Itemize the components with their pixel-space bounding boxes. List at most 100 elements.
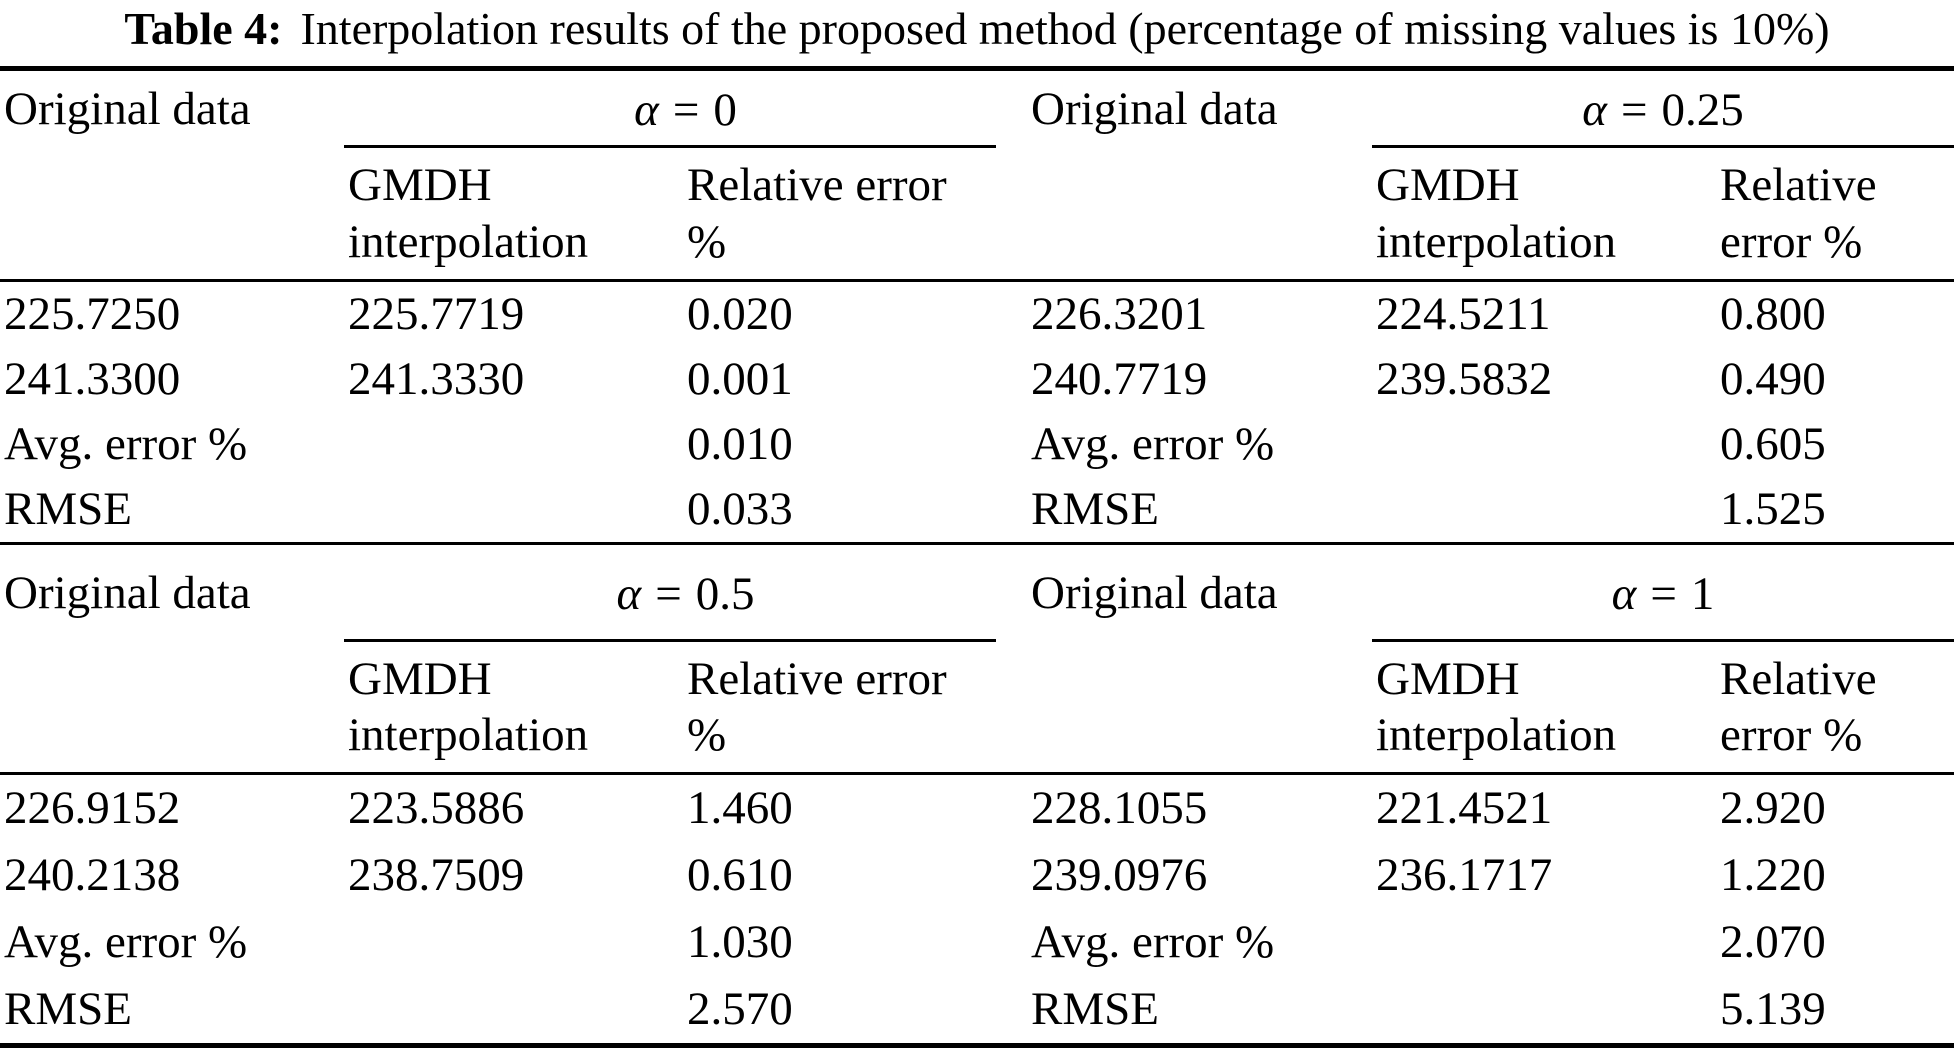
cell-gmdh: 225.7719: [348, 288, 525, 341]
cell-error: 1.220: [1720, 849, 1826, 902]
alpha-relation: =: [1620, 83, 1648, 136]
table-row: Avg. error % 1.030 Avg. error % 2.070: [0, 909, 1954, 976]
error-header-line1: Relative error: [687, 652, 947, 705]
cell-gmdh: 236.1717: [1376, 849, 1553, 902]
alpha-value: 0: [713, 83, 737, 136]
gmdh-header-line1: GMDH: [1376, 652, 1520, 705]
alpha-header: α = 0: [634, 83, 737, 137]
gmdh-column-header: GMDH interpolation: [344, 148, 683, 279]
gmdh-column-header: GMDH interpolation: [1372, 148, 1716, 279]
column-header-row: GMDH interpolation Relative error % GMDH…: [0, 148, 1954, 282]
cell-error: 1.460: [687, 782, 793, 835]
cell-error: 2.070: [1720, 916, 1826, 969]
cell-gmdh: 239.5832: [1376, 353, 1553, 406]
error-header-line2: error %: [1720, 709, 1863, 761]
error-header-line1: Relative error: [687, 159, 947, 212]
gmdh-header-line2: interpolation: [1376, 215, 1617, 268]
empty-header-cell: [1027, 642, 1372, 772]
caption-label: Table 4:: [124, 3, 283, 54]
original-data-header: Original data: [4, 83, 251, 136]
relative-error-column-header: Relative error %: [683, 642, 1027, 772]
gmdh-header-line1: GMDH: [348, 159, 492, 212]
cell-original: 240.2138: [4, 849, 181, 902]
alpha-spanner-05: α = 0.5: [344, 545, 1027, 642]
gmdh-header-line1: GMDH: [1376, 159, 1520, 212]
relative-error-column-header: Relative error %: [1716, 642, 1954, 772]
table-row: 226.9152 223.5886 1.460 228.1055 221.452…: [0, 775, 1954, 842]
table-bottom-rule: [0, 1043, 1954, 1048]
alpha-header: α = 1: [1612, 567, 1715, 621]
gmdh-column-header: GMDH interpolation: [1372, 642, 1716, 772]
cell-original: 240.7719: [1031, 353, 1208, 406]
relative-error-column-header: Relative error %: [1716, 148, 1954, 279]
alpha-spanner-1: α = 1: [1372, 545, 1954, 642]
row-label-rmse: RMSE: [1031, 983, 1159, 1036]
alpha-spanner-rule: [344, 145, 996, 148]
table-row: 225.7250 225.7719 0.020 226.3201 224.521…: [0, 282, 1954, 347]
empty-header-cell: [0, 642, 344, 772]
cell-gmdh: 221.4521: [1376, 782, 1553, 835]
table-row: Avg. error % 0.010 Avg. error % 0.605: [0, 412, 1954, 477]
table-row: 240.2138 238.7509 0.610 239.0976 236.171…: [0, 842, 1954, 909]
cell-error: 0.001: [687, 353, 793, 406]
gmdh-header-line1: GMDH: [348, 652, 492, 705]
error-header-line2: %: [687, 709, 727, 761]
error-header-line2: %: [687, 215, 727, 268]
cell-error: 0.490: [1720, 353, 1826, 406]
cell-original: 239.0976: [1031, 849, 1208, 902]
header-row-alpha: Original data α = 0.5 Original data α = …: [0, 545, 1954, 642]
original-data-header: Original data: [1031, 567, 1278, 620]
cell-original: 226.3201: [1031, 288, 1208, 341]
cell-error: 2.570: [687, 983, 793, 1036]
row-label-avg-error: Avg. error %: [1031, 916, 1275, 969]
error-header-line1: Relative: [1720, 159, 1877, 212]
row-label-rmse: RMSE: [4, 483, 132, 536]
alpha-value: 0.5: [695, 567, 755, 620]
alpha-relation: =: [672, 83, 700, 136]
empty-header-cell: [1027, 148, 1372, 279]
cell-gmdh: 223.5886: [348, 782, 525, 835]
alpha-spanner-rule: [344, 639, 996, 642]
alpha-value: 0.25: [1661, 83, 1744, 136]
cell-error: 1.525: [1720, 483, 1826, 536]
table-caption: Table 4: Interpolation results of the pr…: [0, 0, 1954, 66]
cell-original: 225.7250: [4, 288, 181, 341]
table-top-half: Original data α = 0 Original data α = 0.…: [0, 71, 1954, 542]
alpha-spanner-025: α = 0.25: [1372, 71, 1954, 148]
caption-text: Interpolation results of the proposed me…: [300, 3, 1830, 54]
empty-header-cell: [0, 148, 344, 279]
row-label-rmse: RMSE: [4, 983, 132, 1036]
cell-gmdh: 241.3330: [348, 353, 525, 406]
table-row: 241.3300 241.3330 0.001 240.7719 239.583…: [0, 347, 1954, 412]
cell-error: 1.030: [687, 916, 793, 969]
cell-original: 241.3300: [4, 353, 181, 406]
alpha-header: α = 0.25: [1582, 83, 1743, 137]
alpha-symbol: α: [1582, 83, 1607, 136]
error-header-line2: error %: [1720, 215, 1863, 268]
cell-gmdh: 224.5211: [1376, 288, 1551, 341]
cell-error: 0.010: [687, 418, 793, 471]
gmdh-header-line2: interpolation: [348, 709, 589, 761]
alpha-symbol: α: [616, 567, 642, 620]
gmdh-header-line2: interpolation: [1376, 709, 1617, 761]
table-row: RMSE 2.570 RMSE 5.139: [0, 976, 1954, 1043]
original-data-header: Original data: [1031, 83, 1278, 136]
row-label-avg-error: Avg. error %: [1031, 418, 1275, 471]
original-data-header: Original data: [4, 567, 251, 620]
alpha-spanner-rule: [1372, 145, 1954, 148]
row-label-avg-error: Avg. error %: [4, 916, 248, 969]
row-label-avg-error: Avg. error %: [4, 418, 248, 471]
table-mid-rule: [0, 542, 1954, 545]
cell-original: 226.9152: [4, 782, 181, 835]
table-row: RMSE 0.033 RMSE 1.525: [0, 477, 1954, 542]
row-label-rmse: RMSE: [1031, 483, 1159, 536]
relative-error-column-header: Relative error %: [683, 148, 1027, 279]
alpha-header: α = 0.5: [617, 567, 755, 621]
cell-error: 0.605: [1720, 418, 1826, 471]
alpha-symbol: α: [634, 83, 659, 136]
alpha-value: 1: [1690, 567, 1715, 620]
header-row-alpha: Original data α = 0 Original data α = 0.…: [0, 71, 1954, 148]
cell-error: 2.920: [1720, 782, 1826, 835]
gmdh-header-line2: interpolation: [348, 215, 589, 268]
